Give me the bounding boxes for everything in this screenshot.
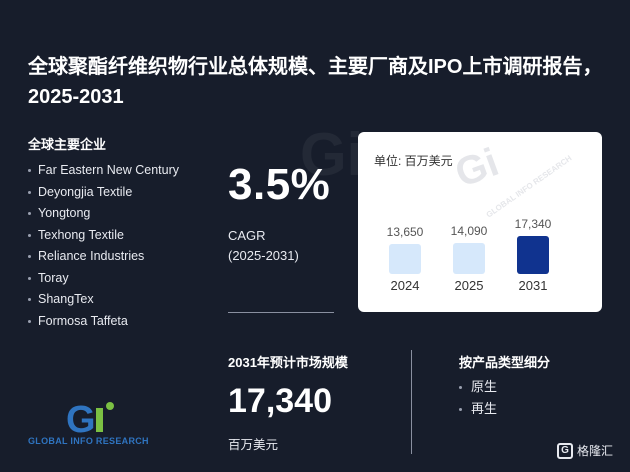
bar-category-label: 2031 <box>518 278 548 293</box>
cagr-label: CAGR <box>228 228 266 243</box>
badge-text: 格隆汇 <box>577 444 614 458</box>
list-item: Reliance Industries <box>28 246 179 268</box>
cagr-value: 3.5% <box>228 160 331 209</box>
company-list: Far Eastern New Century Deyongjia Textil… <box>28 160 179 332</box>
list-item: ShangTex <box>28 289 179 311</box>
list-item: Yongtong <box>28 203 179 225</box>
list-item: Formosa Taffeta <box>28 311 179 333</box>
list-item: 再生 <box>459 398 497 420</box>
bar-category-label: 2025 <box>454 278 484 293</box>
companies-heading: 全球主要企业 <box>28 137 107 152</box>
logo-text: GLOBAL INFO RESEARCH <box>28 436 149 446</box>
chart-unit-label: 单位: 百万美元 <box>374 154 453 168</box>
bullet-icon <box>28 276 31 280</box>
bar-value-label: 14,090 <box>450 224 488 239</box>
market-unit: 百万美元 <box>228 438 279 452</box>
chart-bar <box>517 236 549 274</box>
chart-bar <box>453 243 485 274</box>
bullet-icon <box>459 385 462 389</box>
gi-logo-icon: G <box>66 399 114 441</box>
bullet-icon <box>28 319 31 323</box>
market-value: 17,340 <box>228 382 332 420</box>
bullet-icon <box>28 255 31 259</box>
list-item: Deyongjia Textile <box>28 182 179 204</box>
divider <box>228 312 334 313</box>
bullet-icon <box>28 233 31 237</box>
bullet-icon <box>28 169 31 173</box>
bar-value-label: 17,340 <box>514 217 552 231</box>
cagr-period: (2025-2031) <box>228 248 299 263</box>
list-item: Texhong Textile <box>28 225 179 247</box>
bullet-icon <box>28 190 31 194</box>
list-item: 原生 <box>459 376 497 398</box>
product-heading: 按产品类型细分 <box>459 355 551 370</box>
chart-bar <box>389 244 421 274</box>
list-item: Far Eastern New Century <box>28 160 179 182</box>
bar-value-label: 13,650 <box>386 225 424 240</box>
list-item: Toray <box>28 268 179 290</box>
g-logo-icon: G <box>557 442 573 459</box>
market-heading: 2031年预计市场规模 <box>228 355 348 370</box>
product-list: 原生 再生 <box>459 376 497 420</box>
bullet-icon <box>28 298 31 302</box>
bullet-icon <box>459 407 462 411</box>
chart-card: Gi GLOBAL INFO RESEARCH 单位: 百万美元 13,650 2… <box>358 132 602 312</box>
page-title: 全球聚酯纤维织物行业总体规模、主要厂商及IPO上市调研报告，2025-2031 <box>28 56 603 108</box>
bullet-icon <box>28 212 31 216</box>
vertical-divider <box>411 350 412 454</box>
bar-category-label: 2024 <box>390 278 420 293</box>
background-watermark: Gi <box>300 121 364 188</box>
source-badge: G 格隆汇 <box>557 442 613 459</box>
chart-watermark-logo: Gi <box>449 140 505 196</box>
svg-text:G: G <box>66 399 96 441</box>
